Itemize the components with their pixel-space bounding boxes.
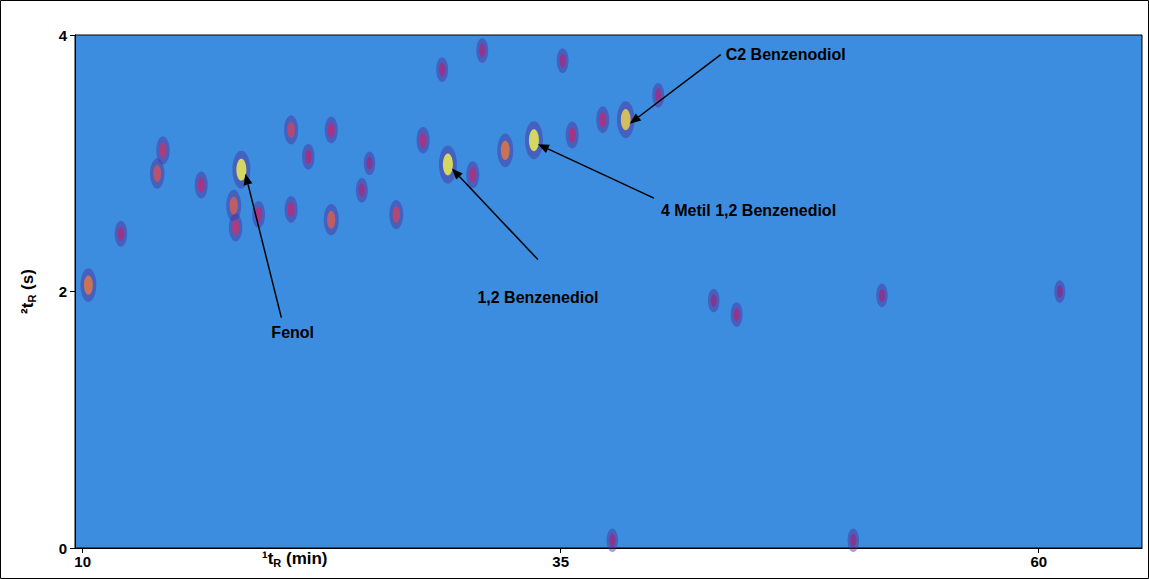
svg-text:60: 60	[1030, 553, 1047, 570]
svg-text:4: 4	[59, 27, 68, 44]
svg-text:C2 Benzenodiol: C2 Benzenodiol	[726, 46, 846, 63]
svg-text:²t: ²t	[18, 302, 37, 314]
svg-text:0: 0	[59, 540, 67, 557]
svg-text:10: 10	[74, 553, 91, 570]
svg-text:(s): (s)	[18, 269, 37, 295]
svg-text:2: 2	[59, 283, 67, 300]
svg-text:35: 35	[552, 553, 569, 570]
svg-text:R: R	[273, 557, 281, 569]
svg-text:1,2 Benzenediol: 1,2 Benzenediol	[477, 289, 598, 306]
svg-text:R: R	[26, 295, 38, 303]
svg-text:(min): (min)	[281, 549, 327, 568]
svg-text:4 Metil 1,2 Benzenediol: 4 Metil 1,2 Benzenediol	[661, 202, 836, 219]
svg-text:Fenol: Fenol	[271, 324, 314, 341]
svg-text:¹t: ¹t	[262, 549, 274, 568]
